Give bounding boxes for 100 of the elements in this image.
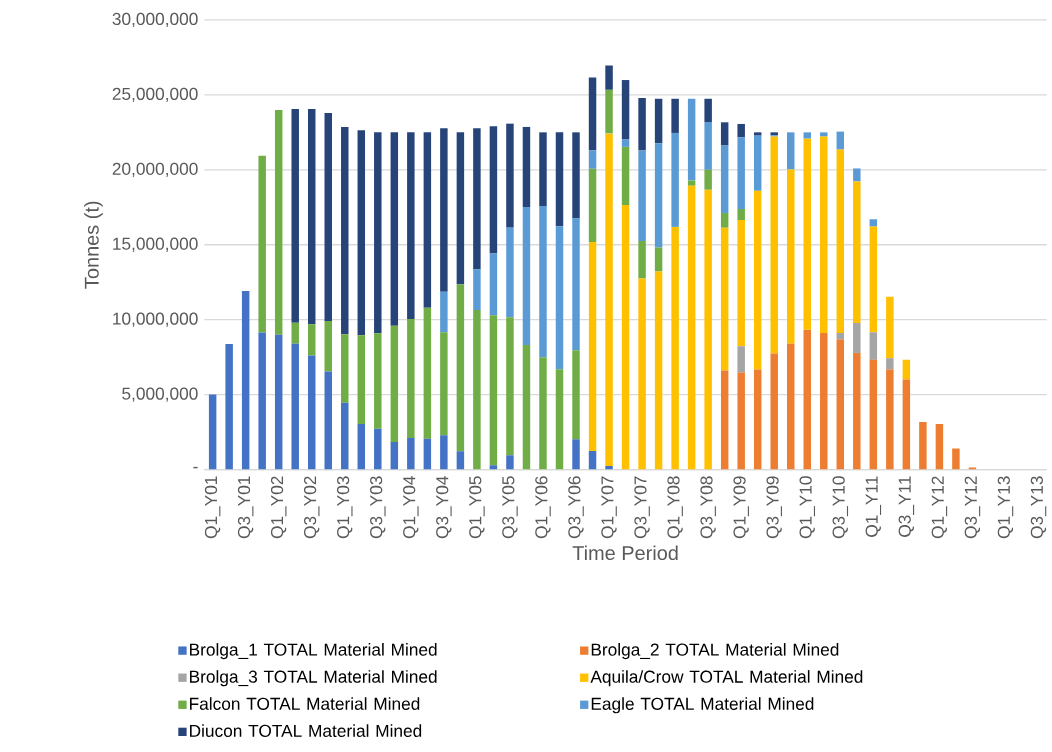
bar: [820, 132, 828, 137]
bar: [357, 424, 366, 470]
bar: [853, 323, 861, 354]
bar: [489, 315, 498, 466]
bar: [638, 241, 646, 279]
bar: [869, 219, 878, 227]
x-axis-title: Time Period: [572, 545, 678, 561]
bar: [274, 110, 283, 335]
bar: [753, 132, 762, 136]
bar: [902, 379, 911, 470]
bar: [869, 332, 878, 360]
bar: [374, 428, 382, 470]
bar: [737, 346, 745, 373]
x-tick-label: Q1_Y03: [337, 476, 353, 539]
bar: [506, 317, 514, 456]
bar: [654, 98, 663, 144]
y-tick-label: 10,000,000: [113, 312, 198, 327]
bar: [654, 143, 663, 248]
x-tick-label: Q1_Y11: [865, 476, 882, 538]
bar: [241, 291, 250, 470]
bar: [638, 278, 646, 470]
bar: [902, 360, 911, 380]
bar: [225, 344, 233, 470]
bar: [605, 65, 613, 90]
bar: [274, 334, 283, 470]
x-tick-label: Q1_Y09: [733, 476, 749, 539]
bar: [258, 332, 266, 470]
bar: [291, 109, 299, 323]
x-tick-label: Q1_Y01: [204, 476, 221, 539]
y-tick-label: 25,000,000: [112, 87, 198, 103]
x-tick-label: Q3_Y11: [898, 476, 915, 538]
x-tick-label: Q1_Y04: [403, 476, 419, 539]
bar: [621, 147, 630, 206]
bar: [506, 455, 514, 470]
bar: [687, 98, 696, 181]
x-tick-label: Q3_Y13: [1030, 476, 1047, 539]
legend-label: Diucon TOTAL Material Mined: [190, 724, 422, 738]
x-tick-label: Q3_Y12: [964, 476, 981, 539]
bar: [407, 319, 415, 439]
bar: [307, 355, 316, 470]
bar: [704, 122, 712, 170]
bar: [919, 422, 927, 470]
legend-label: Eagle TOTAL Material Mined: [591, 697, 814, 714]
bar: [473, 269, 481, 311]
bar: [720, 213, 729, 228]
bar: [539, 357, 547, 470]
bar: [423, 307, 432, 439]
x-tick-label: Q1_Y05: [469, 476, 485, 539]
bar: [341, 127, 349, 335]
bar: [836, 339, 845, 470]
bar: [787, 169, 795, 344]
bar: [803, 138, 811, 330]
bar: [473, 128, 481, 270]
bar: [407, 438, 415, 470]
bar: [341, 402, 349, 470]
bar: [753, 190, 762, 370]
bar: [886, 358, 894, 370]
x-tick-label: Q3_Y10: [832, 476, 849, 539]
bar: [506, 227, 514, 318]
bar: [572, 350, 580, 440]
bar: [423, 132, 432, 308]
x-tick-label: Q3_Y01: [237, 476, 254, 539]
bar: [737, 220, 745, 347]
bar: [572, 439, 580, 470]
bar: [654, 247, 663, 272]
bar: [390, 442, 399, 470]
bar: [737, 372, 745, 470]
bar: [324, 113, 332, 322]
bar: [737, 124, 745, 138]
bar: [853, 353, 861, 470]
y-tick-label: -: [193, 467, 198, 469]
bar: [522, 127, 531, 208]
bar: [341, 334, 349, 403]
bar: [621, 80, 630, 140]
bar: [588, 451, 597, 470]
bar: [704, 189, 712, 470]
legend-label: Aquila/Crow TOTAL Material Mined: [590, 670, 863, 687]
y-axis-title: Tonnes (t): [84, 201, 103, 289]
bar: [654, 271, 663, 470]
bar: [605, 133, 613, 467]
bar: [307, 109, 316, 325]
bar: [440, 435, 448, 470]
x-tick-label: Q1_Y10: [799, 476, 816, 539]
bar: [720, 122, 729, 146]
bar: [836, 333, 845, 340]
bar: [324, 371, 332, 470]
x-tick-label: Q3_Y02: [303, 476, 320, 539]
bar: [291, 322, 299, 344]
bar: [489, 126, 498, 254]
bar: [440, 291, 448, 333]
bar: [638, 98, 646, 151]
bar: [886, 296, 894, 359]
x-tick-label: Q3_Y04: [436, 476, 452, 539]
y-tick-label: 20,000,000: [112, 162, 198, 178]
bar: [671, 227, 679, 470]
bar: [704, 98, 712, 123]
legend-label: Brolga_3 TOTAL Material Mined: [190, 670, 437, 687]
bar: [473, 310, 481, 470]
bar: [820, 333, 828, 470]
bar: [638, 150, 646, 242]
